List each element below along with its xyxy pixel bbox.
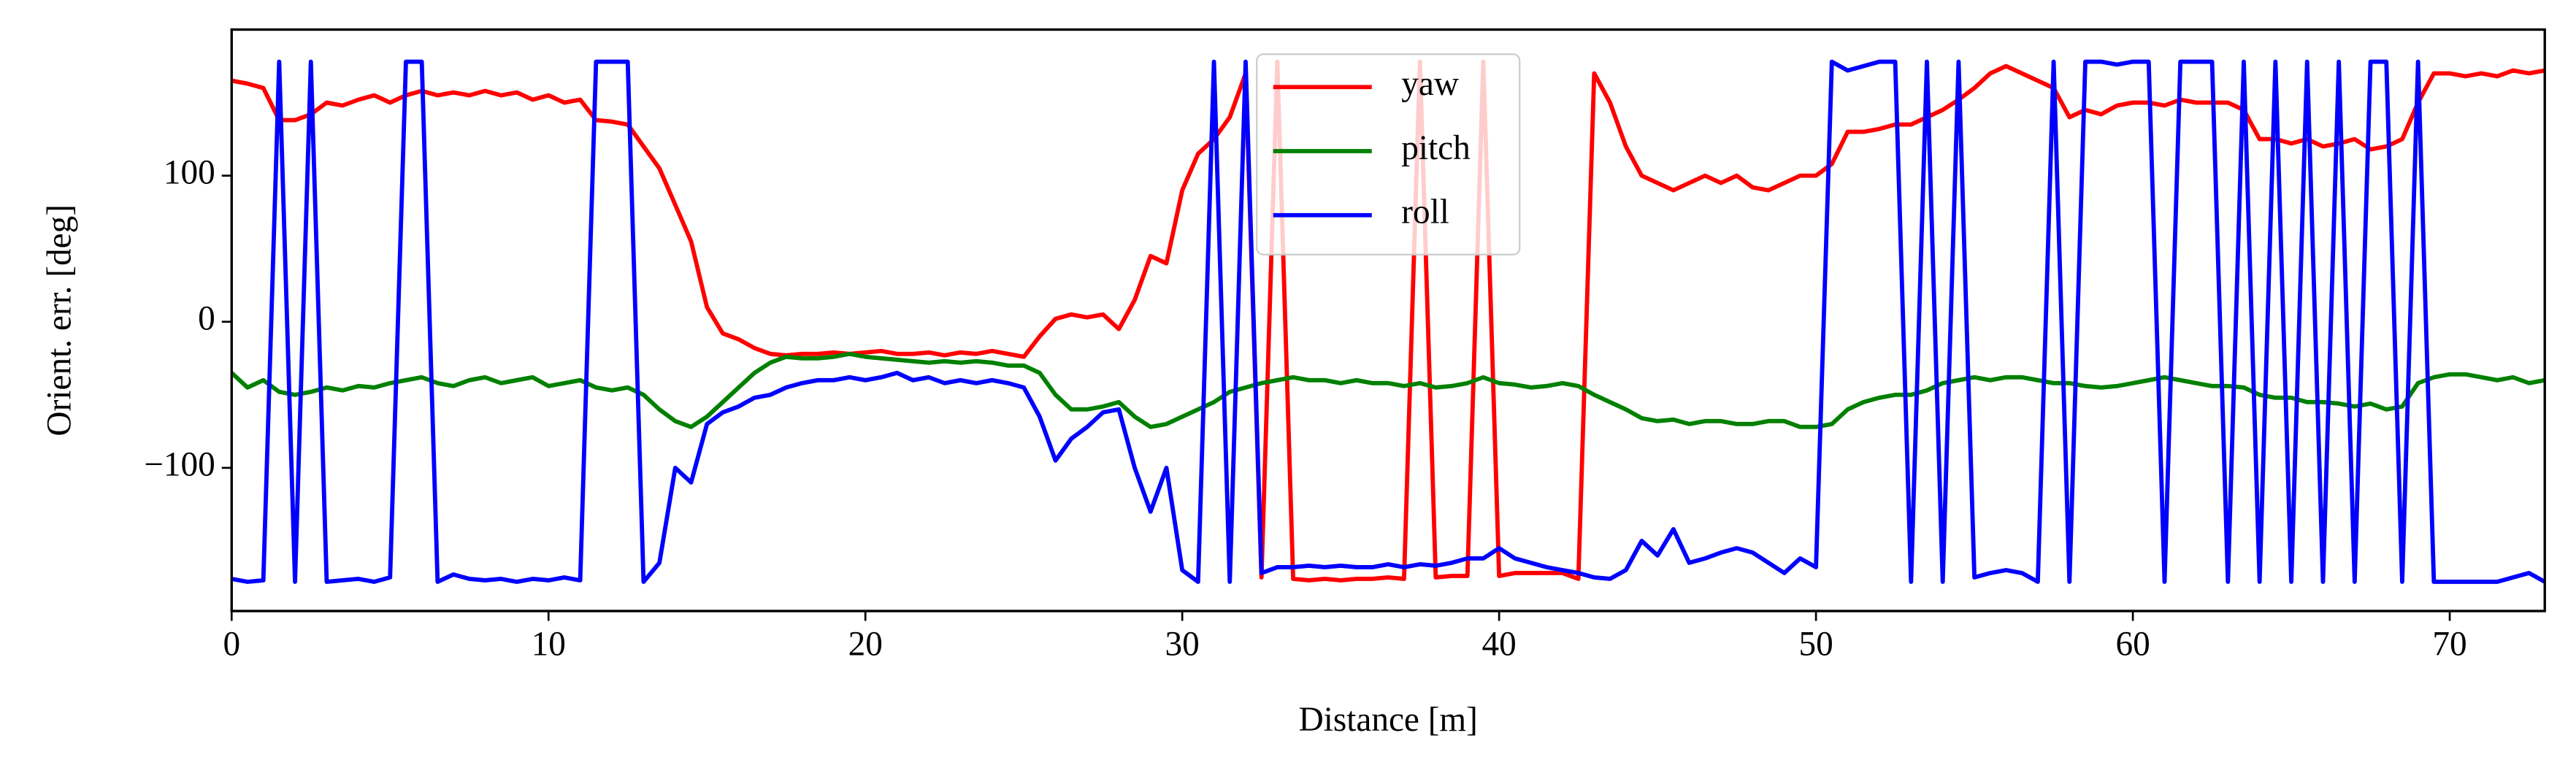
x-tick-label: 0 [223,625,240,663]
y-tick-label: 0 [198,300,215,338]
x-axis-label: Distance [m] [1299,701,1478,739]
plot-area [231,59,2545,584]
x-tick-label: 20 [848,625,883,663]
x-tick-label: 40 [1482,625,1517,663]
y-axis-label: Orient. err. [deg] [40,204,78,436]
x-tick-label: 60 [2115,625,2150,663]
y-tick-label: 100 [164,153,215,191]
x-tick-label: 50 [1798,625,1833,663]
line-pitch [231,351,2545,429]
x-tick-label: 10 [532,625,566,663]
y-tick-label: −100 [144,446,215,484]
legend-label: pitch [1401,129,1470,167]
legend-label: roll [1401,193,1449,231]
plot-frame [230,28,2546,612]
legend-label: yaw [1401,65,1459,103]
legend-box [1256,53,1521,256]
x-tick-label: 30 [1165,625,1200,663]
line-yaw [231,59,2545,583]
x-tick-label: 70 [2432,625,2466,663]
line-roll [231,59,2545,584]
